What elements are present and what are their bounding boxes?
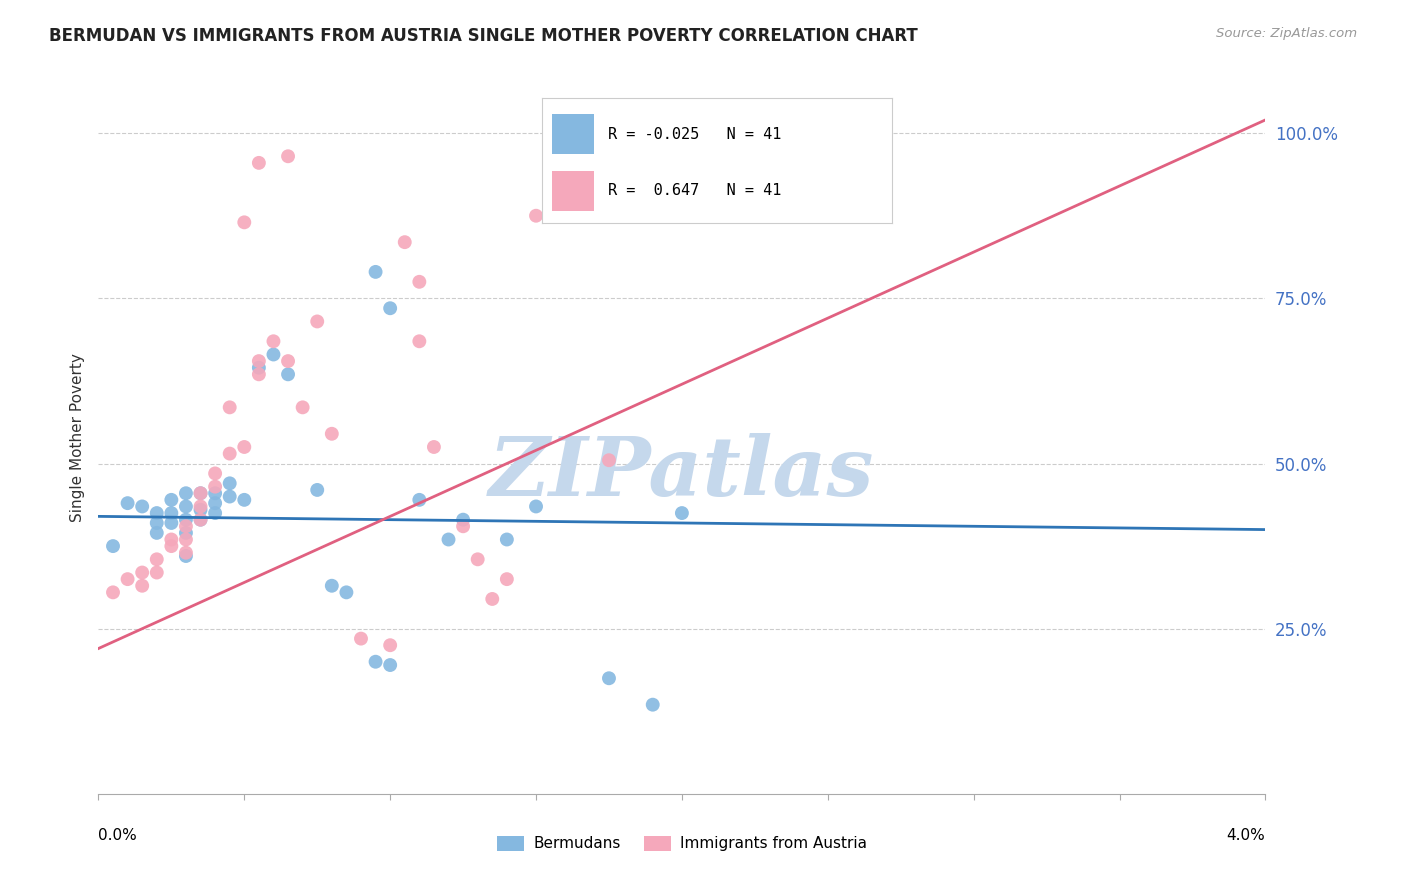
Point bbox=[146, 552, 169, 566]
Text: BERMUDAN VS IMMIGRANTS FROM AUSTRIA SINGLE MOTHER POVERTY CORRELATION CHART: BERMUDAN VS IMMIGRANTS FROM AUSTRIA SING… bbox=[49, 27, 918, 45]
Point bbox=[204, 486, 226, 500]
Point bbox=[451, 519, 474, 533]
Point bbox=[174, 546, 197, 560]
Point bbox=[524, 209, 547, 223]
Point bbox=[174, 500, 197, 514]
Point bbox=[174, 513, 197, 527]
Point bbox=[247, 360, 270, 375]
Point bbox=[335, 585, 357, 599]
Legend: Bermudans, Immigrants from Austria: Bermudans, Immigrants from Austria bbox=[491, 830, 873, 857]
Point bbox=[394, 235, 416, 249]
Point bbox=[307, 314, 329, 328]
Point bbox=[218, 490, 240, 504]
Point bbox=[101, 585, 124, 599]
Point bbox=[190, 486, 212, 500]
Point bbox=[174, 486, 197, 500]
Point bbox=[190, 513, 212, 527]
Point bbox=[321, 579, 343, 593]
Point bbox=[117, 496, 139, 510]
Point bbox=[291, 401, 314, 415]
Point bbox=[467, 552, 489, 566]
Point bbox=[496, 533, 519, 547]
Point bbox=[598, 453, 620, 467]
Point bbox=[174, 519, 197, 533]
Point bbox=[160, 506, 183, 520]
Point bbox=[131, 500, 153, 514]
Point bbox=[451, 513, 474, 527]
Point bbox=[101, 539, 124, 553]
Point bbox=[218, 401, 240, 415]
Point bbox=[218, 447, 240, 461]
Point bbox=[247, 156, 270, 170]
Point bbox=[641, 698, 664, 712]
Text: 4.0%: 4.0% bbox=[1226, 829, 1265, 843]
Point bbox=[190, 500, 212, 514]
Point bbox=[350, 632, 373, 646]
Point bbox=[190, 486, 212, 500]
Point bbox=[364, 265, 387, 279]
Point bbox=[481, 591, 503, 606]
Point bbox=[233, 215, 256, 229]
Point bbox=[146, 566, 169, 580]
Point bbox=[233, 440, 256, 454]
Point bbox=[131, 566, 153, 580]
Point bbox=[190, 513, 212, 527]
Point bbox=[146, 516, 169, 530]
Point bbox=[262, 334, 284, 349]
Point bbox=[233, 492, 256, 507]
Text: ZIPatlas: ZIPatlas bbox=[489, 433, 875, 513]
Point bbox=[204, 467, 226, 481]
Text: 0.0%: 0.0% bbox=[98, 829, 138, 843]
Point bbox=[277, 354, 299, 368]
Point bbox=[408, 275, 430, 289]
Point bbox=[262, 347, 284, 361]
Point bbox=[247, 368, 270, 382]
Point bbox=[423, 440, 446, 454]
Point bbox=[277, 368, 299, 382]
Point bbox=[437, 533, 460, 547]
Point bbox=[408, 334, 430, 349]
Point bbox=[524, 500, 547, 514]
Point bbox=[204, 496, 226, 510]
Point bbox=[190, 502, 212, 516]
Point bbox=[247, 354, 270, 368]
Point bbox=[380, 638, 402, 652]
Point bbox=[160, 516, 183, 530]
Point bbox=[380, 301, 402, 316]
Text: Source: ZipAtlas.com: Source: ZipAtlas.com bbox=[1216, 27, 1357, 40]
Point bbox=[218, 476, 240, 491]
Point bbox=[160, 533, 183, 547]
Point bbox=[131, 579, 153, 593]
Y-axis label: Single Mother Poverty: Single Mother Poverty bbox=[69, 352, 84, 522]
Point bbox=[364, 655, 387, 669]
Point bbox=[117, 572, 139, 586]
Point bbox=[496, 572, 519, 586]
Point bbox=[146, 525, 169, 540]
Point bbox=[204, 480, 226, 494]
Point bbox=[146, 506, 169, 520]
Point bbox=[160, 492, 183, 507]
Point bbox=[277, 149, 299, 163]
Point bbox=[174, 533, 197, 547]
Point bbox=[174, 525, 197, 540]
Point bbox=[160, 539, 183, 553]
Point bbox=[204, 506, 226, 520]
Point bbox=[174, 549, 197, 563]
Point bbox=[380, 658, 402, 673]
Point bbox=[321, 426, 343, 441]
Point bbox=[598, 671, 620, 685]
Point bbox=[307, 483, 329, 497]
Point bbox=[408, 492, 430, 507]
Point bbox=[671, 506, 693, 520]
